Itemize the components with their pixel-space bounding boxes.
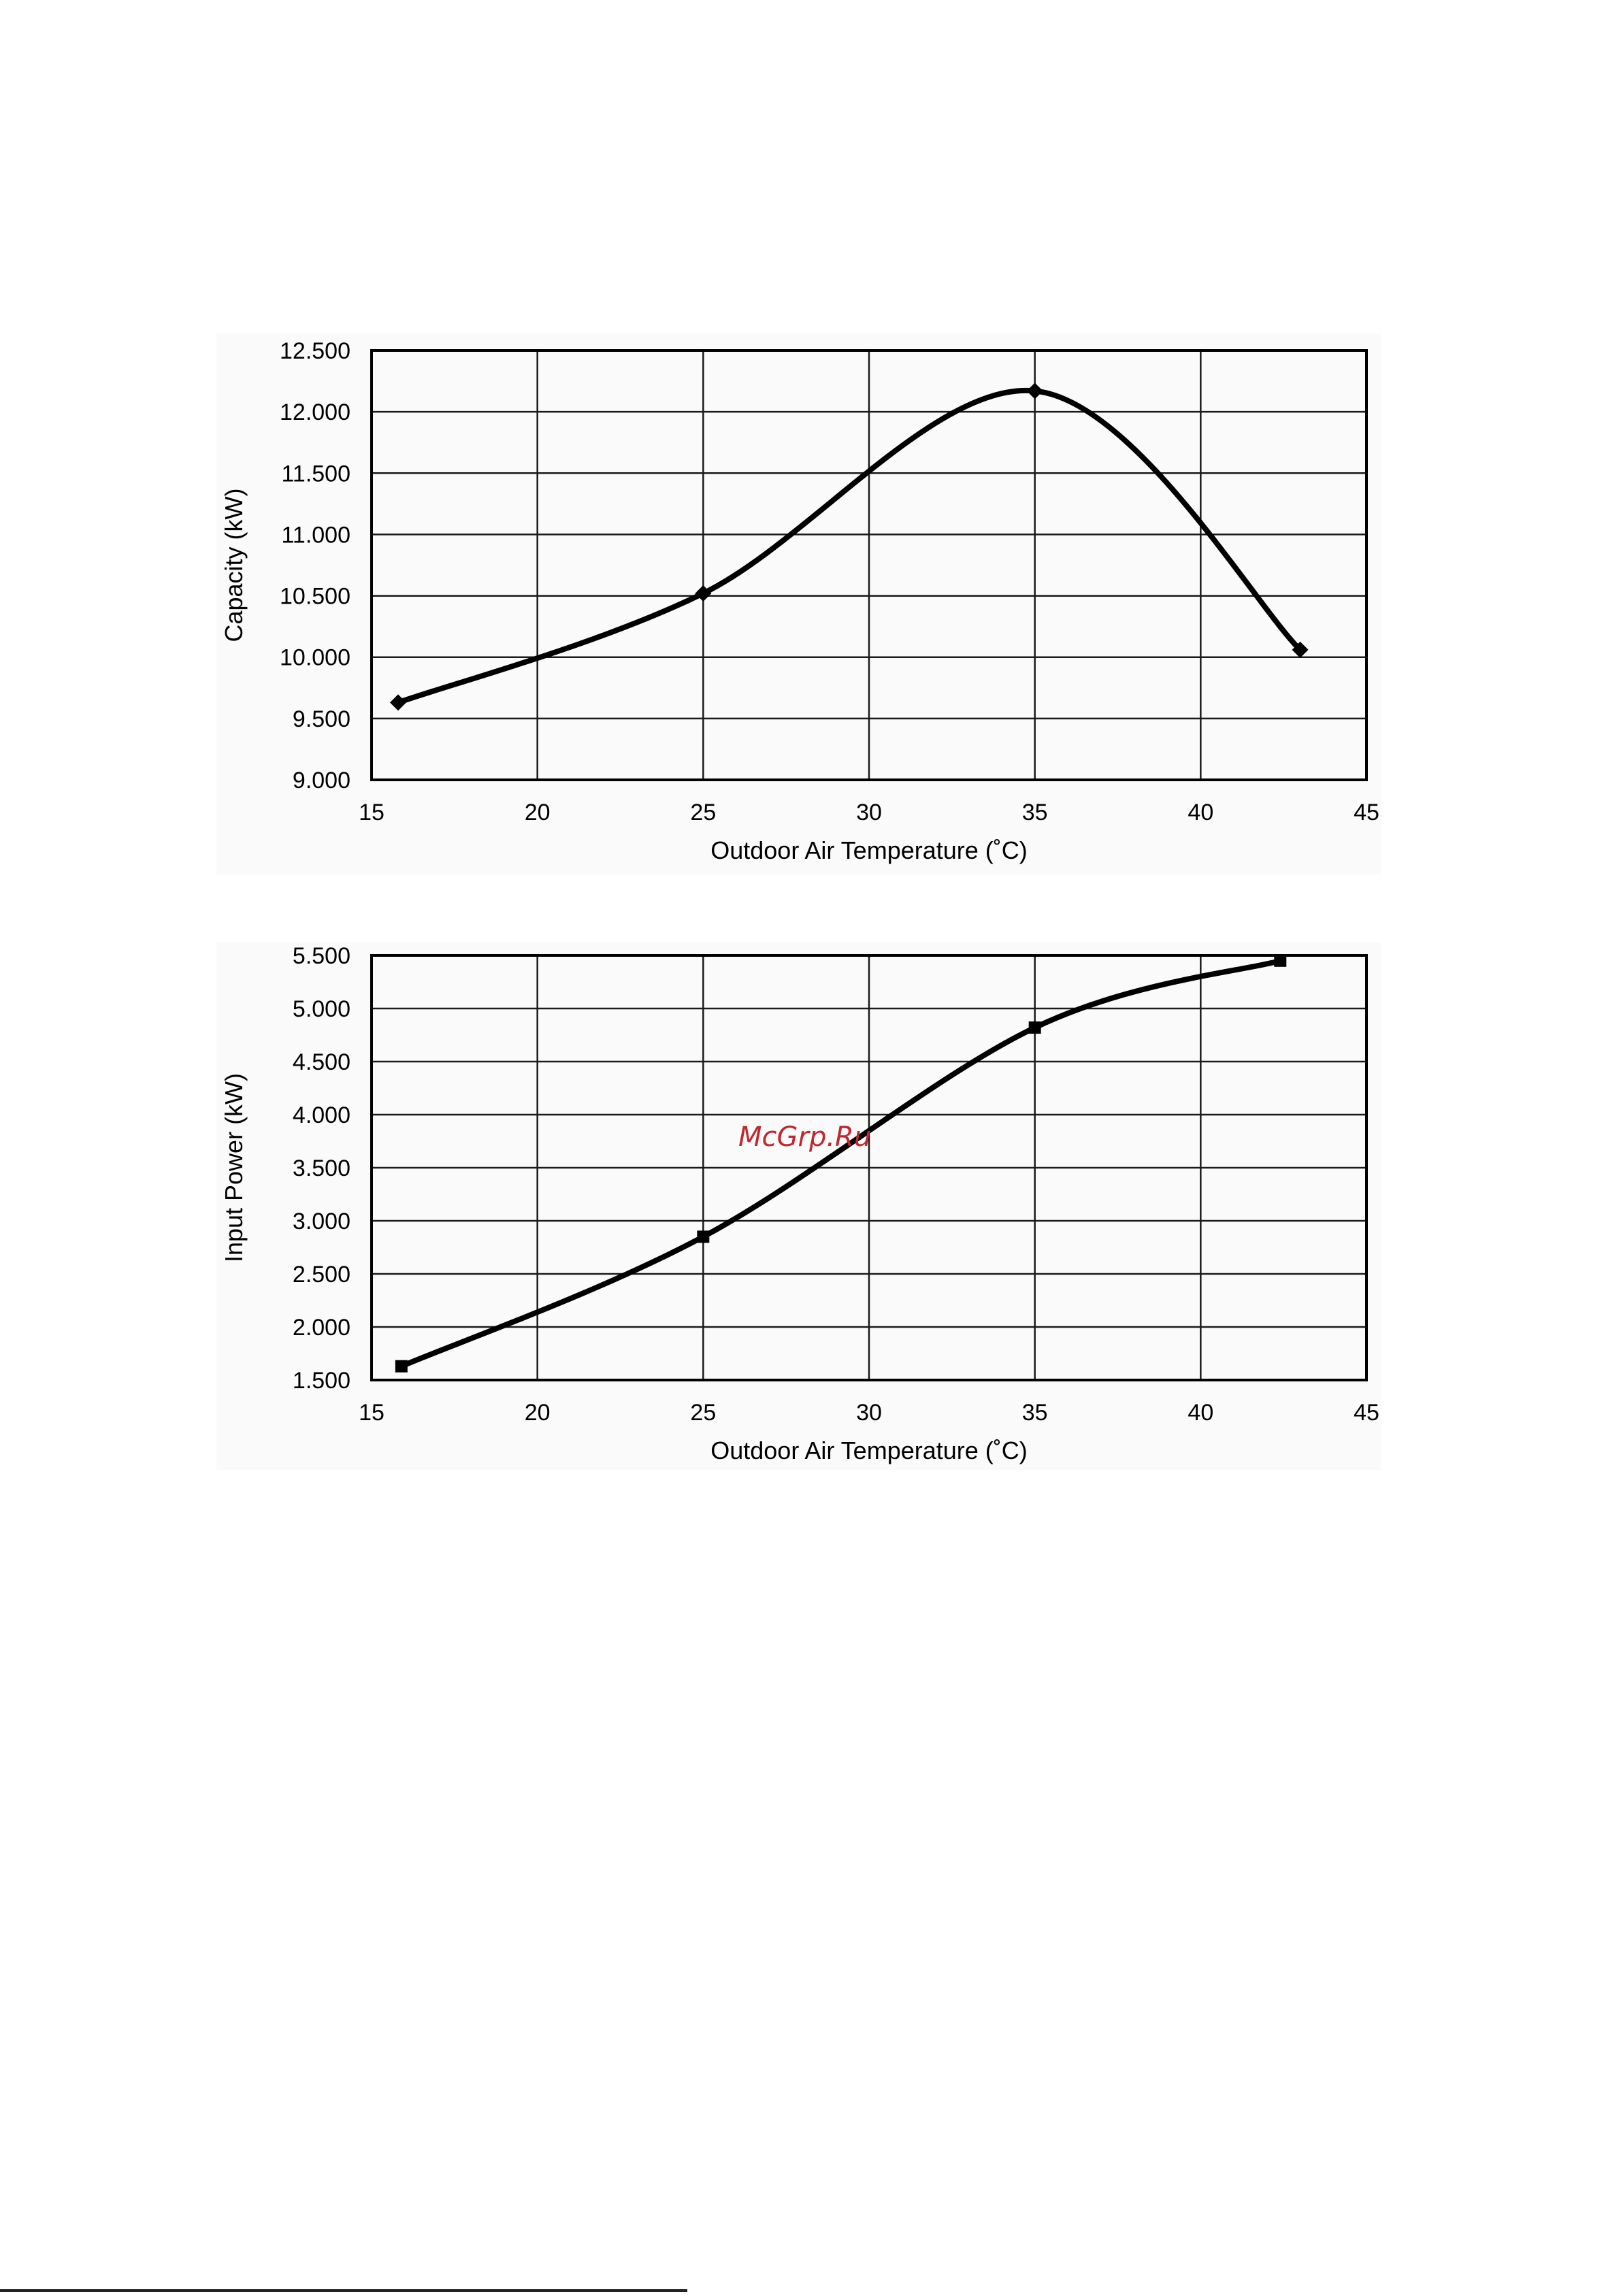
y-tick-label: 12.000 — [280, 399, 350, 425]
data-point-marker — [1028, 1021, 1041, 1034]
x-tick-label: 35 — [1022, 1400, 1048, 1426]
watermark-text: McGrp.Ru — [738, 1121, 871, 1153]
y-tick-label: 10.500 — [280, 584, 350, 610]
x-tick-label: 40 — [1188, 800, 1213, 825]
x-tick-label: 15 — [359, 1400, 384, 1426]
y-tick-label: 4.000 — [293, 1102, 350, 1128]
y-tick-label: 9.500 — [293, 706, 350, 732]
data-point-marker — [1274, 954, 1287, 967]
x-axis-title: Outdoor Air Temperature (˚C) — [710, 836, 1028, 864]
data-point-marker — [1292, 641, 1309, 658]
x-tick-label: 25 — [690, 800, 716, 825]
x-tick-label: 45 — [1354, 1400, 1379, 1426]
chart-background — [216, 942, 1381, 1470]
y-tick-label: 9.000 — [293, 768, 350, 793]
y-tick-label: 1.500 — [293, 1368, 350, 1394]
series-line — [398, 957, 1283, 1369]
y-tick-label: 11.500 — [282, 461, 350, 487]
x-axis-title: Outdoor Air Temperature (˚C) — [710, 1437, 1028, 1464]
y-tick-label: 10.000 — [280, 645, 350, 671]
chart-background — [216, 333, 1381, 874]
y-tick-label: 3.000 — [293, 1209, 350, 1234]
y-axis-title: Input Power (kW) — [220, 1073, 248, 1262]
x-tick-label: 45 — [1354, 800, 1379, 825]
data-point-marker — [1026, 382, 1043, 399]
data-point-marker — [395, 1360, 408, 1373]
plot-frame — [370, 349, 1368, 781]
x-tick-label: 30 — [856, 800, 882, 825]
x-tick-label: 20 — [525, 800, 551, 825]
y-tick-label: 3.500 — [293, 1155, 350, 1181]
y-tick-label: 2.000 — [293, 1315, 350, 1341]
x-tick-label: 25 — [690, 1400, 716, 1426]
footer-rule — [0, 2289, 687, 2292]
data-point-marker — [389, 694, 406, 711]
y-tick-label: 11.000 — [282, 522, 350, 548]
x-tick-label: 40 — [1188, 1400, 1213, 1426]
plot-frame — [370, 954, 1368, 1381]
y-tick-label: 5.500 — [293, 943, 350, 969]
y-tick-label: 5.000 — [293, 996, 350, 1022]
y-tick-label: 12.500 — [280, 338, 350, 364]
data-point-marker — [697, 1230, 710, 1243]
y-axis-title: Capacity (kW) — [220, 488, 248, 642]
input-power-chart: 15 20 25 30 35 40 45 1.500 2.000 2.500 3.000 3.500 4… — [216, 942, 1381, 1470]
data-point-marker — [695, 585, 712, 602]
capacity-chart: 15 20 25 30 35 40 45 9.000 9.500 10.000 10.500 11.0… — [216, 333, 1381, 874]
series-line — [395, 388, 1303, 706]
x-tick-label: 30 — [856, 1400, 882, 1426]
y-tick-label: 4.500 — [293, 1049, 350, 1075]
x-tick-label: 20 — [525, 1400, 551, 1426]
y-tick-label: 2.500 — [293, 1262, 350, 1288]
x-tick-label: 35 — [1022, 800, 1048, 825]
x-tick-label: 15 — [359, 800, 384, 825]
